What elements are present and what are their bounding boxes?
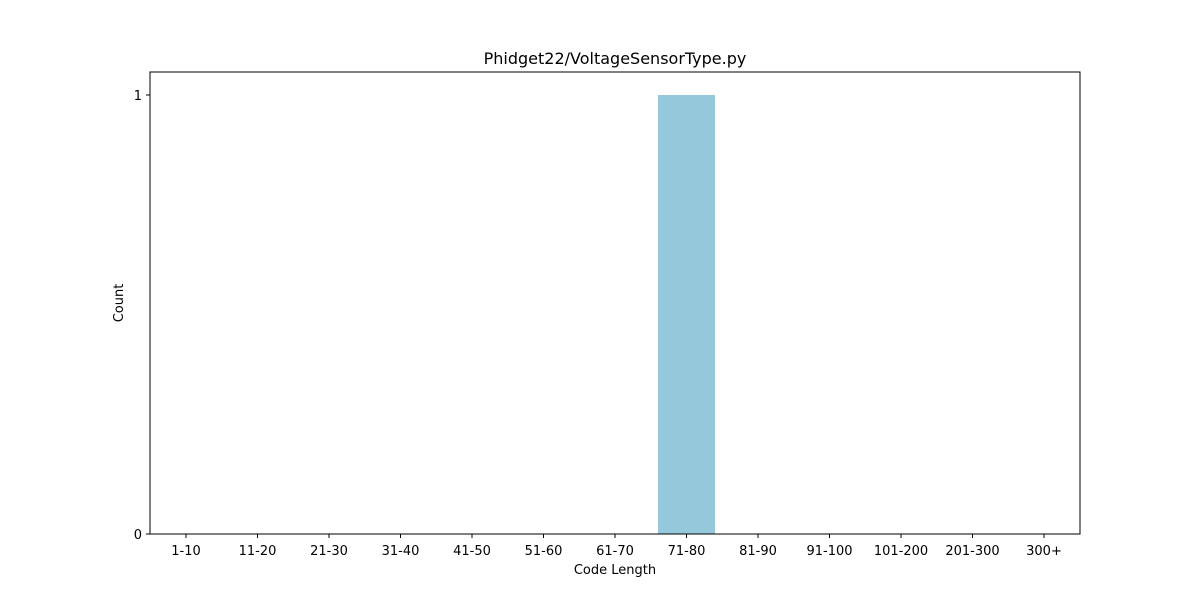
x-tick-label: 71-80 (668, 544, 706, 559)
chart-title: Phidget22/VoltageSensorType.py (484, 49, 747, 68)
bars-group (658, 95, 715, 534)
x-tick-label: 101-200 (874, 544, 928, 559)
x-tick-label: 81-90 (739, 544, 777, 559)
x-tick-label: 41-50 (453, 544, 491, 559)
x-tick-label: 51-60 (525, 544, 563, 559)
y-axis-label: Count (112, 284, 127, 323)
x-tick-label: 201-300 (945, 544, 999, 559)
bar-71-80 (658, 95, 715, 534)
x-tick-label: 31-40 (382, 544, 420, 559)
y-axis-ticks: 01 (134, 89, 150, 543)
x-tick-label: 1-10 (171, 544, 201, 559)
x-tick-label: 21-30 (310, 544, 348, 559)
x-tick-label: 300+ (1026, 544, 1062, 559)
x-axis-ticks: 1-10 11-20 21-30 31-40 41-50 51-60 61-70 71-80 8… (171, 534, 1062, 559)
y-tick-label: 1 (134, 89, 142, 104)
x-axis-label: Code Length (574, 563, 656, 578)
x-tick-label: 91-100 (806, 544, 852, 559)
y-tick-label: 0 (134, 528, 142, 543)
plot-frame (149, 71, 1081, 535)
x-tick-label: 11-20 (239, 544, 277, 559)
x-tick-label: 61-70 (596, 544, 634, 559)
